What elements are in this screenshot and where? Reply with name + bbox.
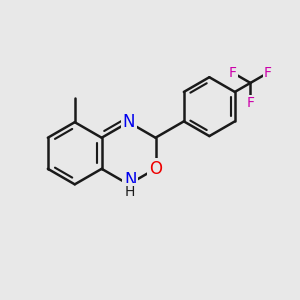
Text: F: F xyxy=(246,96,254,110)
Text: N: N xyxy=(122,113,135,131)
Text: H: H xyxy=(125,184,135,199)
Text: F: F xyxy=(264,66,272,80)
Text: O: O xyxy=(149,160,162,178)
Text: N: N xyxy=(124,171,136,189)
Text: F: F xyxy=(229,66,237,80)
